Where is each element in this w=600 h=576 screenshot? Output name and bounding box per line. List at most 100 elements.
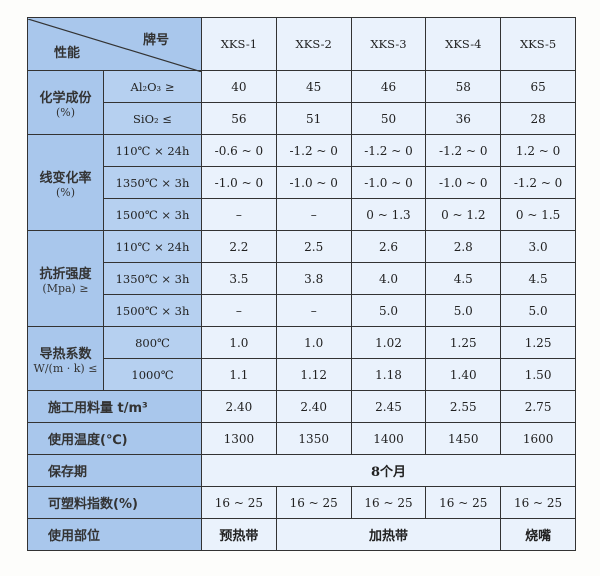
- shelf-value: 8个月: [201, 454, 576, 487]
- value-cell: 1.2 ~ 0: [500, 134, 576, 167]
- thermal-group-label: 导热系数 W/(m · k) ≤: [27, 326, 104, 391]
- brand-label: 牌号: [142, 32, 169, 48]
- value-cell: 51: [275, 102, 352, 135]
- table-row: 导热系数 W/(m · k) ≤800℃ 1.0 1.0 1.02 1.25 1.25: [27, 326, 576, 391]
- table-row: 1000℃ 1.1 1.12 1.18 1.40 1.50: [28, 358, 576, 391]
- grade-header: XKS-3: [350, 17, 427, 71]
- table-row: 使用部位 预热带 加热带 烧嘴: [27, 518, 576, 551]
- value-cell: 4.0: [350, 262, 427, 295]
- table-row: 抗折强度 (Mpa) ≥110℃ × 24h 2.2 2.5 2.6 2.8 3.0: [27, 230, 576, 327]
- value-cell: 3.5: [201, 262, 277, 295]
- value-cell: 0 ~ 1.5: [500, 198, 576, 231]
- value-cell: -1.0 ~ 0: [425, 166, 502, 199]
- value-cell: 16 ~ 25: [425, 486, 502, 519]
- value-cell: 2.40: [275, 390, 352, 423]
- value-cell: -0.6 ~ 0: [201, 134, 277, 167]
- table-row: 化学成份 (%) Al₂O₃ ≥40 45 46 58 65: [27, 70, 576, 135]
- value-cell: 28: [500, 102, 576, 135]
- property-label: 性能: [54, 45, 81, 61]
- value-cell: 16 ~ 25: [350, 486, 427, 519]
- value-cell: 1.18: [350, 358, 427, 391]
- table-row: 使用温度(℃) 1300 1350 1400 1450 1600: [27, 422, 576, 455]
- value-cell: 1350: [275, 422, 352, 455]
- chem-group-label: 化学成份 (%): [27, 70, 104, 135]
- grade-header: XKS-5: [500, 17, 576, 71]
- group-name: 抗折强度: [39, 266, 92, 282]
- value-cell: 2.6: [350, 230, 427, 263]
- group-unit: (%): [55, 105, 76, 119]
- value-cell: 2.45: [350, 390, 427, 423]
- condition-label: Al₂O₃ ≥: [103, 70, 202, 103]
- value-cell: –: [275, 198, 352, 231]
- group-unit: (Mpa) ≥: [42, 281, 89, 295]
- table-row: 保存期 8个月: [27, 454, 576, 487]
- location-value: 加热带: [275, 518, 502, 551]
- table-row: 1500℃ × 3h – –5.0 5.0 5.0: [28, 294, 576, 327]
- value-cell: 16 ~ 25: [201, 486, 277, 519]
- value-cell: 0 ~ 1.3: [350, 198, 427, 231]
- value-cell: 1.50: [500, 358, 576, 391]
- value-cell: -1.0 ~ 0: [275, 166, 352, 199]
- table-row: SiO₂ ≤56 51 50 36 28: [28, 102, 576, 135]
- value-cell: 58: [425, 70, 502, 103]
- value-cell: –: [201, 294, 277, 327]
- value-cell: 2.5: [275, 230, 352, 263]
- value-cell: 1.40: [425, 358, 502, 391]
- value-cell: 3.8: [275, 262, 352, 295]
- value-cell: 2.55: [425, 390, 502, 423]
- value-cell: 2.75: [500, 390, 576, 423]
- value-cell: 5.0: [500, 294, 576, 327]
- grade-header: XKS-2: [275, 17, 352, 71]
- value-cell: 5.0: [350, 294, 427, 327]
- value-cell: -1.0 ~ 0: [350, 166, 427, 199]
- location-label: 使用部位: [27, 518, 202, 551]
- value-cell: 50: [350, 102, 427, 135]
- value-cell: -1.2 ~ 0: [425, 134, 502, 167]
- value-cell: 3.0: [500, 230, 576, 263]
- condition-label: 800℃: [103, 326, 202, 359]
- value-cell: -1.2 ~ 0: [275, 134, 352, 167]
- value-cell: 40: [201, 70, 277, 103]
- shelf-label: 保存期: [27, 454, 202, 487]
- value-cell: 4.5: [425, 262, 502, 295]
- value-cell: 0 ~ 1.2: [425, 198, 502, 231]
- condition-label: 1500℃ × 3h: [103, 198, 202, 231]
- value-cell: 2.40: [201, 390, 277, 423]
- temp-label: 使用温度(℃): [27, 422, 202, 455]
- value-cell: -1.0 ~ 0: [201, 166, 277, 199]
- value-cell: 1.0: [275, 326, 352, 359]
- location-value: 预热带: [201, 518, 277, 551]
- condition-label: 1350℃ × 3h: [103, 166, 202, 199]
- value-cell: –: [275, 294, 352, 327]
- value-cell: 1.02: [350, 326, 427, 359]
- condition-label: 1350℃ × 3h: [103, 262, 202, 295]
- value-cell: 1300: [201, 422, 277, 455]
- group-name: 线变化率: [39, 170, 92, 186]
- value-cell: 45: [275, 70, 352, 103]
- group-unit: W/(m · k) ≤: [33, 361, 98, 375]
- group-name: 化学成份: [39, 90, 92, 106]
- value-cell: 46: [350, 70, 427, 103]
- value-cell: 56: [201, 102, 277, 135]
- value-cell: 1.1: [201, 358, 277, 391]
- table-row: 1500℃ × 3h – –0 ~ 1.3 0 ~ 1.2 0 ~ 1.5: [28, 198, 576, 231]
- value-cell: 65: [500, 70, 576, 103]
- value-cell: 1450: [425, 422, 502, 455]
- value-cell: 2.8: [425, 230, 502, 263]
- table-row: 可塑料指数(%) 16 ~ 25 16 ~ 25 16 ~ 25 16 ~ 25 16 ~…: [27, 486, 576, 519]
- condition-label: 1500℃ × 3h: [103, 294, 202, 327]
- condition-label: 1000℃: [103, 358, 202, 391]
- linear-group-label: 线变化率 (%): [27, 134, 104, 231]
- location-value: 烧嘴: [500, 518, 576, 551]
- value-cell: 4.5: [500, 262, 576, 295]
- value-cell: 1600: [500, 422, 576, 455]
- table-row: 1350℃ × 3h 3.5 3.8 4.0 4.5 4.5: [28, 262, 576, 295]
- flex-group-label: 抗折强度 (Mpa) ≥: [27, 230, 104, 327]
- usage-label: 施工用料量 t/m³: [27, 390, 202, 423]
- value-cell: 1.12: [275, 358, 352, 391]
- condition-label: SiO₂ ≤: [103, 102, 202, 135]
- value-cell: 5.0: [425, 294, 502, 327]
- group-unit: (%): [55, 185, 76, 199]
- plastic-label: 可塑料指数(%): [27, 486, 202, 519]
- value-cell: -1.2 ~ 0: [350, 134, 427, 167]
